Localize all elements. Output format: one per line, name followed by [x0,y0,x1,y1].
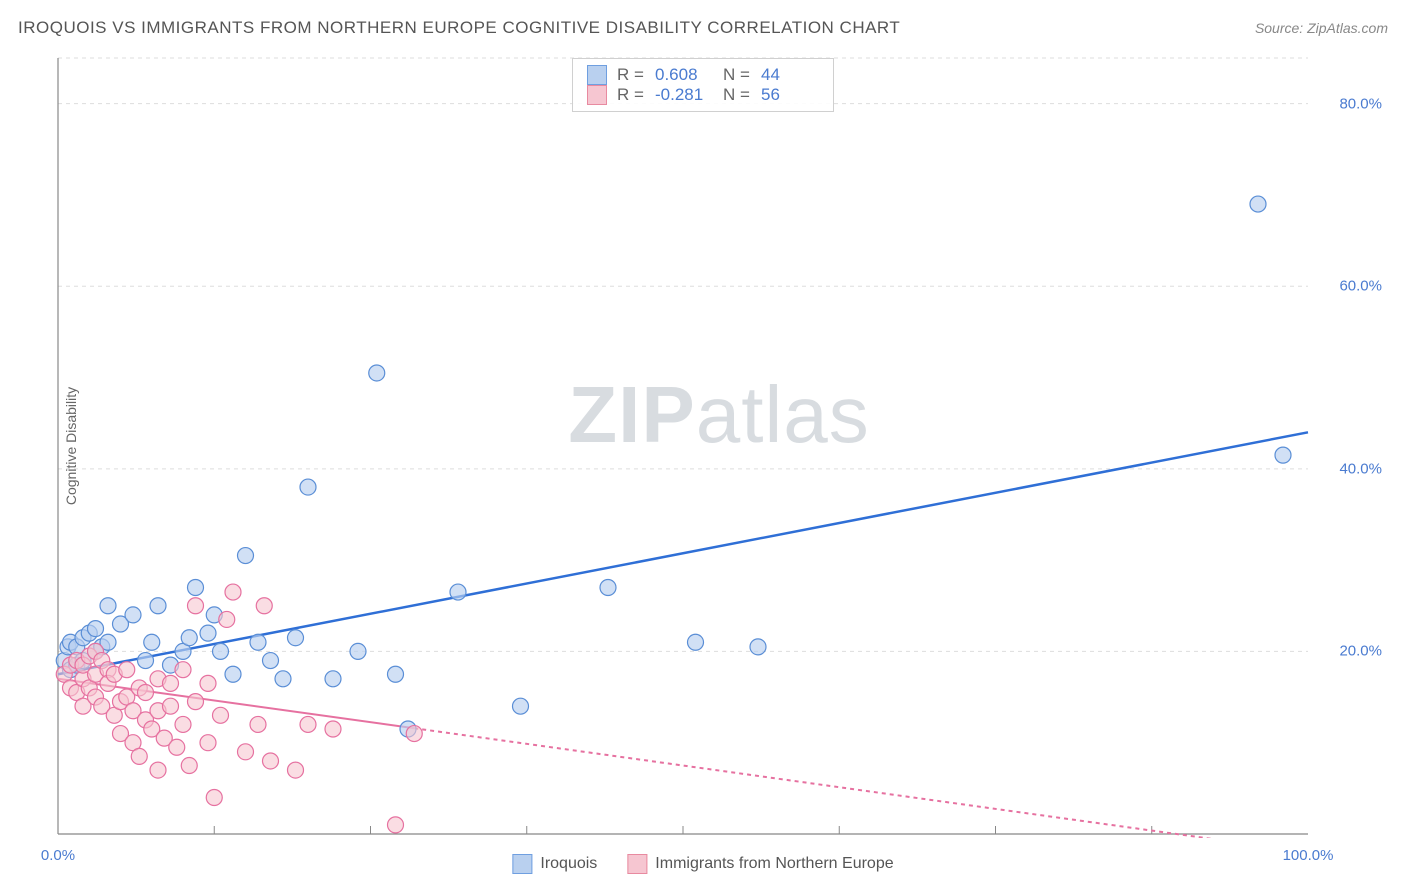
x-tick-label: 0.0% [41,847,75,864]
y-tick-label: 40.0% [1339,460,1382,477]
n-value: 56 [761,85,819,105]
series-legend-item: Immigrants from Northern Europe [627,854,893,874]
correlation-legend: R = 0.608 N = 44 R = -0.281 N = 56 [572,58,834,112]
y-tick-label: 60.0% [1339,278,1382,295]
corr-legend-row: R = 0.608 N = 44 [587,65,819,85]
r-label: R = [617,65,645,85]
n-label: N = [723,65,751,85]
chart-title: IROQUOIS VS IMMIGRANTS FROM NORTHERN EUR… [18,18,900,38]
legend-swatch [512,854,532,874]
chart-source: Source: ZipAtlas.com [1255,20,1388,36]
r-value: 0.608 [655,65,713,85]
series-legend-item: Iroquois [512,854,597,874]
n-label: N = [723,85,751,105]
series-legend-label: Immigrants from Northern Europe [655,855,893,873]
legend-swatch [627,854,647,874]
r-label: R = [617,85,645,105]
series-legend-label: Iroquois [540,855,597,873]
series-legend: Iroquois Immigrants from Northern Europe [512,854,893,874]
y-tick-label: 80.0% [1339,95,1382,112]
x-tick-label: 100.0% [1283,847,1334,864]
legend-swatch [587,65,607,85]
source-prefix: Source: [1255,20,1307,36]
legend-swatch [587,85,607,105]
r-value: -0.281 [655,85,713,105]
scatter-chart [50,54,1388,838]
chart-header: IROQUOIS VS IMMIGRANTS FROM NORTHERN EUR… [18,18,1388,38]
n-value: 44 [761,65,819,85]
source-name: ZipAtlas.com [1307,20,1388,36]
corr-legend-row: R = -0.281 N = 56 [587,85,819,105]
y-tick-label: 20.0% [1339,643,1382,660]
plot-area: ZIPatlas 20.0%40.0%60.0%80.0%0.0%100.0% [50,54,1388,838]
